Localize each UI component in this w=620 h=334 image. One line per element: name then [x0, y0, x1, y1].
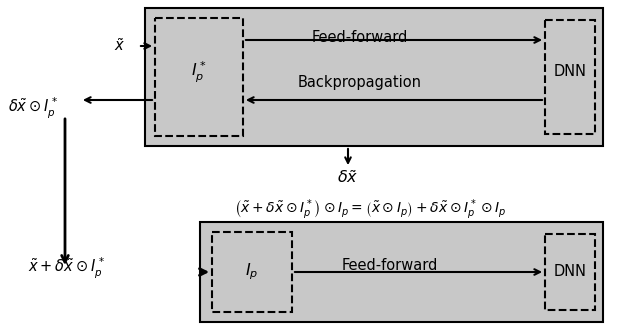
Text: Backpropagation: Backpropagation: [298, 74, 422, 90]
Text: $\delta\tilde{x}\odot I_p^*$: $\delta\tilde{x}\odot I_p^*$: [8, 96, 58, 121]
Bar: [145, 8, 603, 146]
Bar: [212, 232, 292, 312]
Text: $\tilde{x}+\delta\tilde{x}\odot I_p^*$: $\tilde{x}+\delta\tilde{x}\odot I_p^*$: [28, 256, 105, 281]
Text: $\delta\tilde{x}$: $\delta\tilde{x}$: [337, 169, 359, 186]
Bar: [155, 18, 243, 136]
Bar: [200, 222, 603, 322]
Text: DNN: DNN: [554, 265, 587, 280]
Text: Feed-forward: Feed-forward: [342, 259, 438, 274]
Text: $\tilde{x}$: $\tilde{x}$: [115, 38, 126, 54]
Text: $\left(\tilde{x}+\delta\tilde{x}\odot I_p^*\right)\odot I_p=\left(\tilde{x}\odot: $\left(\tilde{x}+\delta\tilde{x}\odot I_…: [234, 198, 506, 222]
Text: $I_p$: $I_p$: [246, 262, 259, 282]
Text: Feed-forward: Feed-forward: [312, 30, 408, 45]
Bar: [545, 234, 595, 310]
Text: $I_p^*$: $I_p^*$: [192, 59, 206, 85]
Bar: [545, 20, 595, 134]
Text: DNN: DNN: [554, 64, 587, 79]
